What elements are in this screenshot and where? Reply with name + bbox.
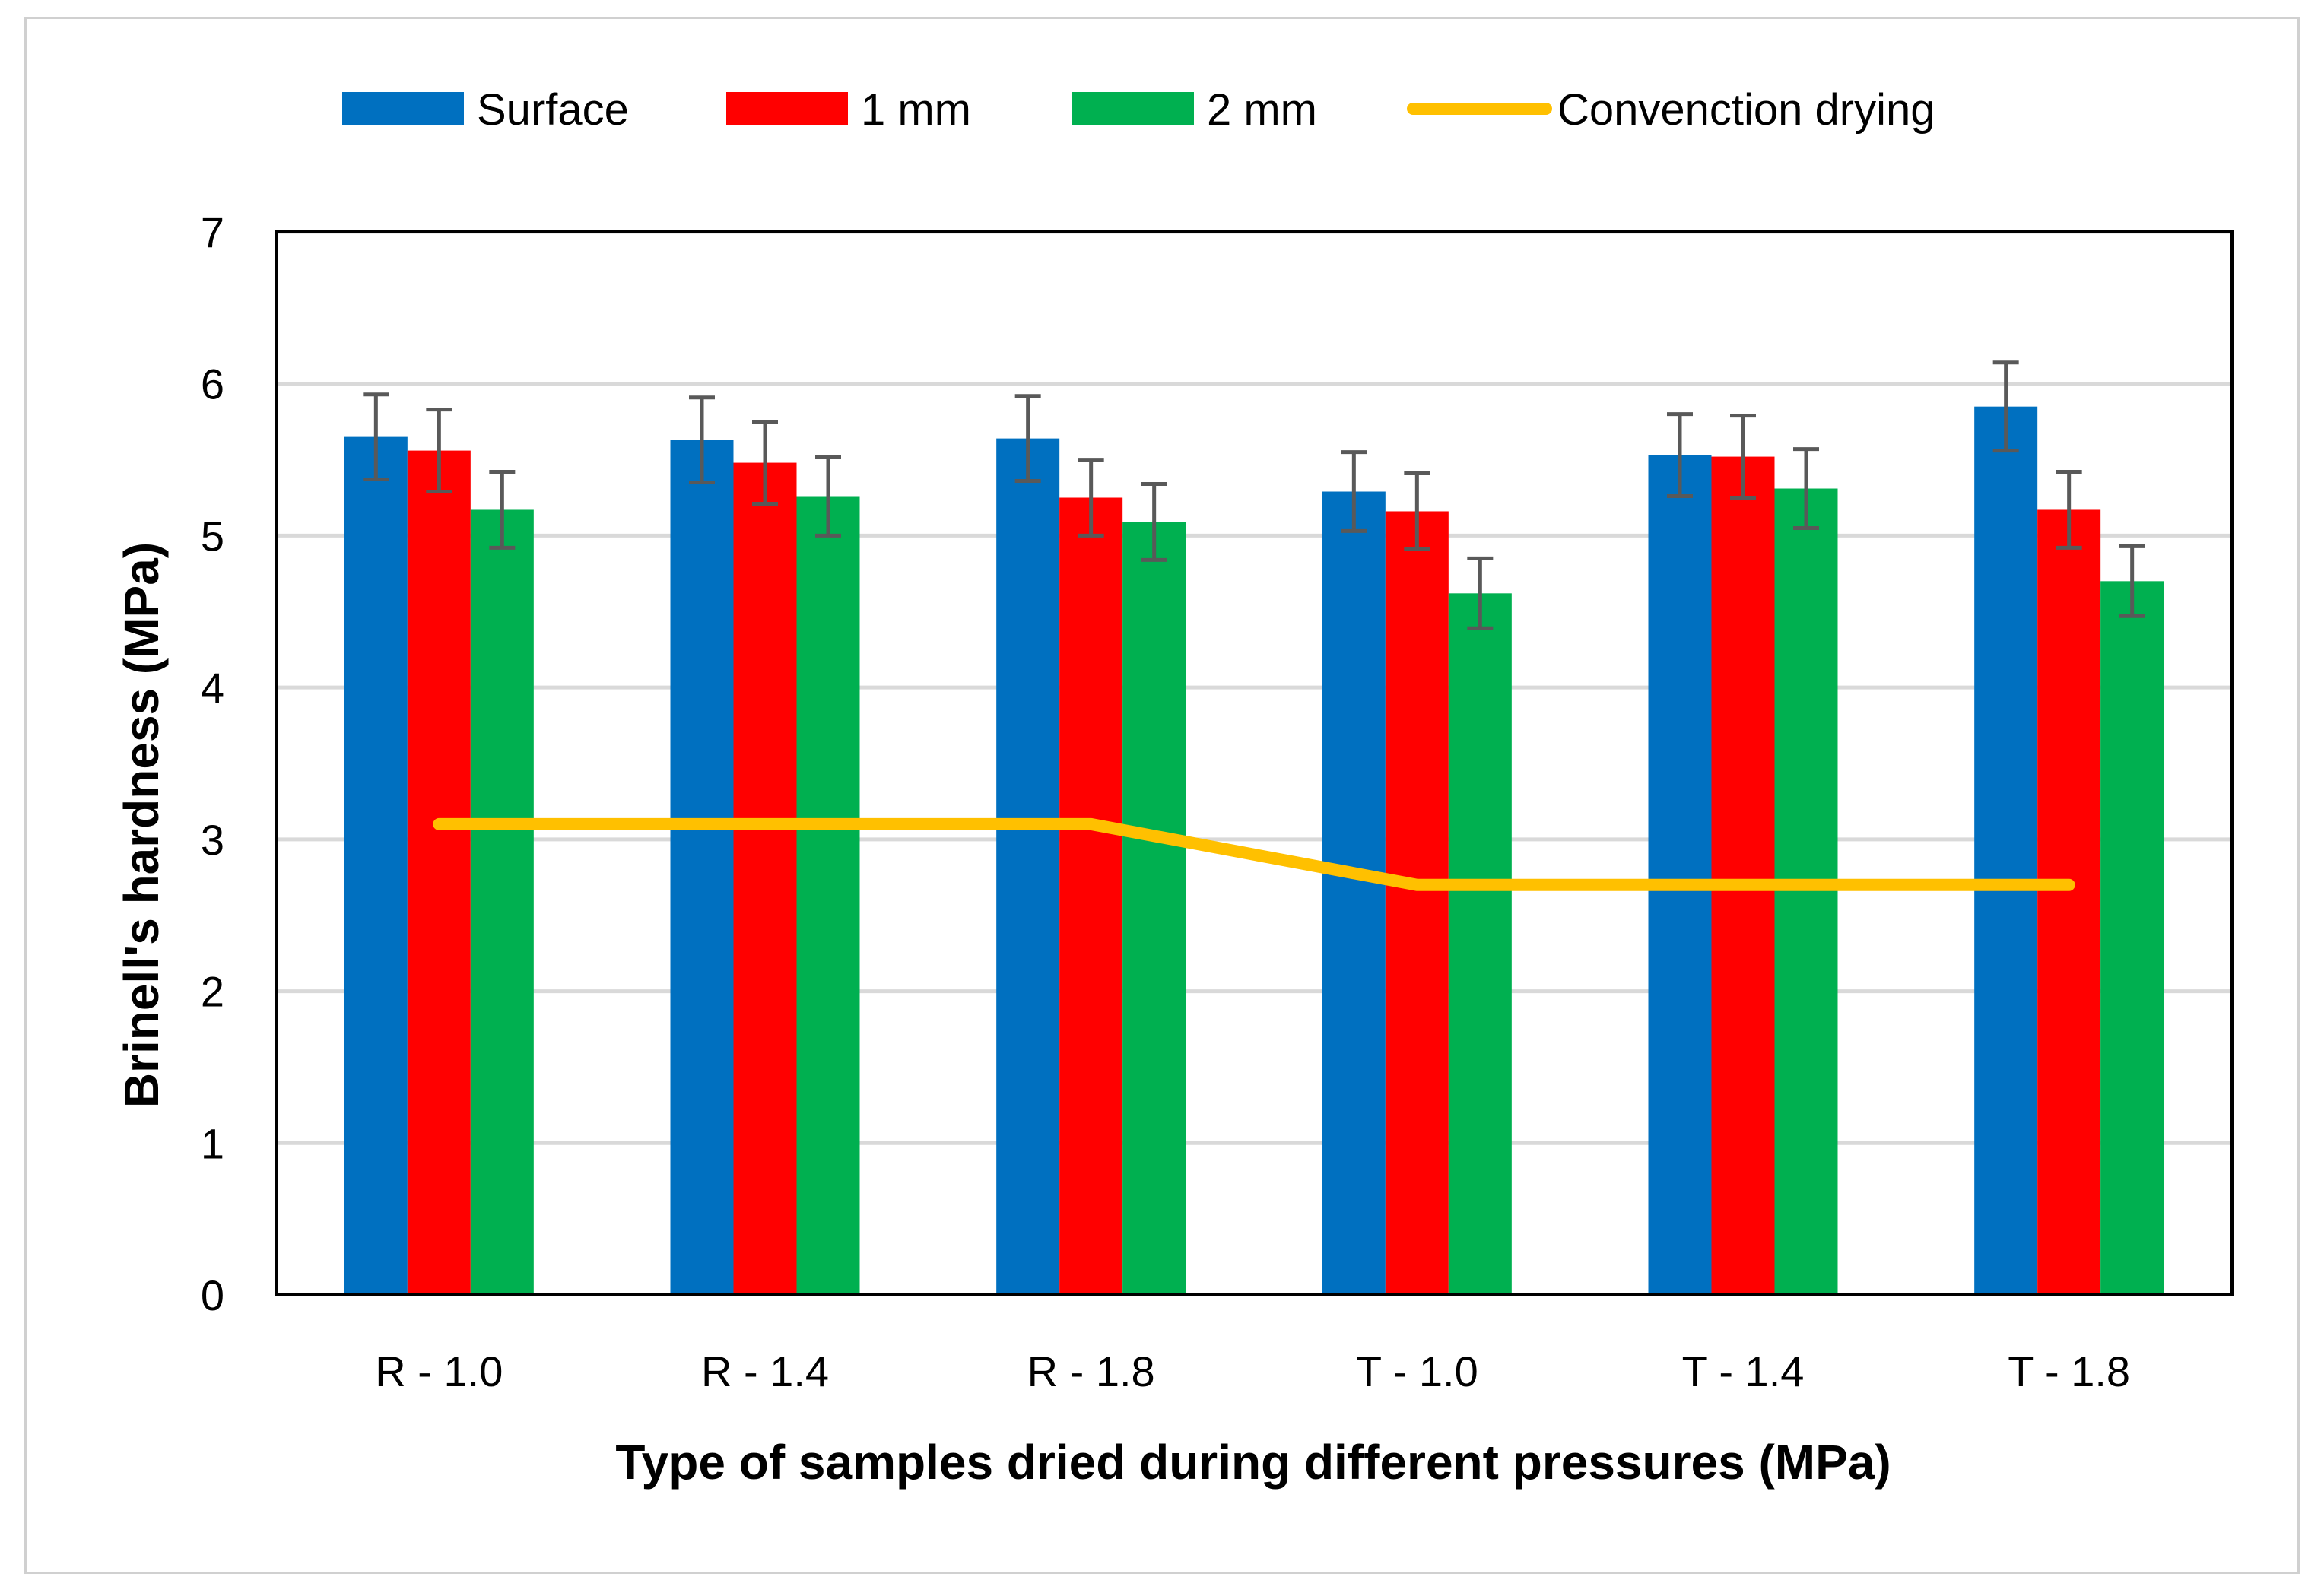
bar-surface	[344, 436, 408, 1295]
x-tick-label: R - 1.4	[701, 1347, 829, 1395]
y-tick-label: 7	[201, 208, 224, 256]
bar-1-mm	[1059, 497, 1123, 1295]
legend-label: 1 mm	[861, 85, 971, 135]
y-tick-label: 2	[201, 968, 224, 1016]
bar-1-mm	[1711, 456, 1775, 1295]
x-axis-title: Type of samples dried during different p…	[615, 1435, 1891, 1490]
bar-surface	[1648, 455, 1712, 1295]
bar-surface	[1974, 406, 2038, 1296]
y-tick-label: 6	[201, 360, 224, 408]
y-tick-label: 3	[201, 816, 224, 864]
bar-2-mm	[1448, 593, 1512, 1295]
legend-label: Surface	[477, 85, 629, 135]
legend-label: 2 mm	[1207, 85, 1317, 135]
plot-area-border	[275, 230, 2234, 1296]
legend-swatch	[342, 92, 464, 125]
bar-surface	[996, 438, 1060, 1295]
x-tick-label: T - 1.0	[1356, 1347, 1478, 1395]
x-tick-label: T - 1.8	[2008, 1347, 2130, 1395]
bar-1-mm	[733, 462, 797, 1296]
y-axis-title: Brinell's hardness (MPa)	[114, 542, 169, 1108]
bar-2-mm	[1774, 488, 1838, 1296]
y-tick-label: 5	[201, 512, 224, 560]
bar-surface	[1322, 491, 1386, 1295]
legend-swatch	[1072, 92, 1194, 125]
bar-1-mm	[407, 450, 471, 1295]
y-tick-label: 1	[201, 1119, 224, 1167]
y-tick-label: 0	[201, 1271, 224, 1319]
bar-1-mm	[2037, 509, 2101, 1295]
bar-2-mm	[1122, 522, 1186, 1295]
line-convenction-drying	[433, 817, 2075, 891]
bar-2-mm	[470, 509, 534, 1295]
bar-1-mm	[1385, 511, 1449, 1295]
bar-2-mm	[796, 496, 860, 1295]
x-tick-label: R - 1.8	[1027, 1347, 1155, 1395]
x-tick-label: R - 1.0	[375, 1347, 503, 1395]
bar-2-mm	[2100, 581, 2164, 1295]
bar-surface	[670, 440, 734, 1295]
y-tick-label: 4	[201, 664, 224, 712]
legend-swatch	[726, 92, 848, 125]
x-tick-label: T - 1.4	[1682, 1347, 1805, 1395]
legend-label: Convenction drying	[1557, 85, 1935, 135]
